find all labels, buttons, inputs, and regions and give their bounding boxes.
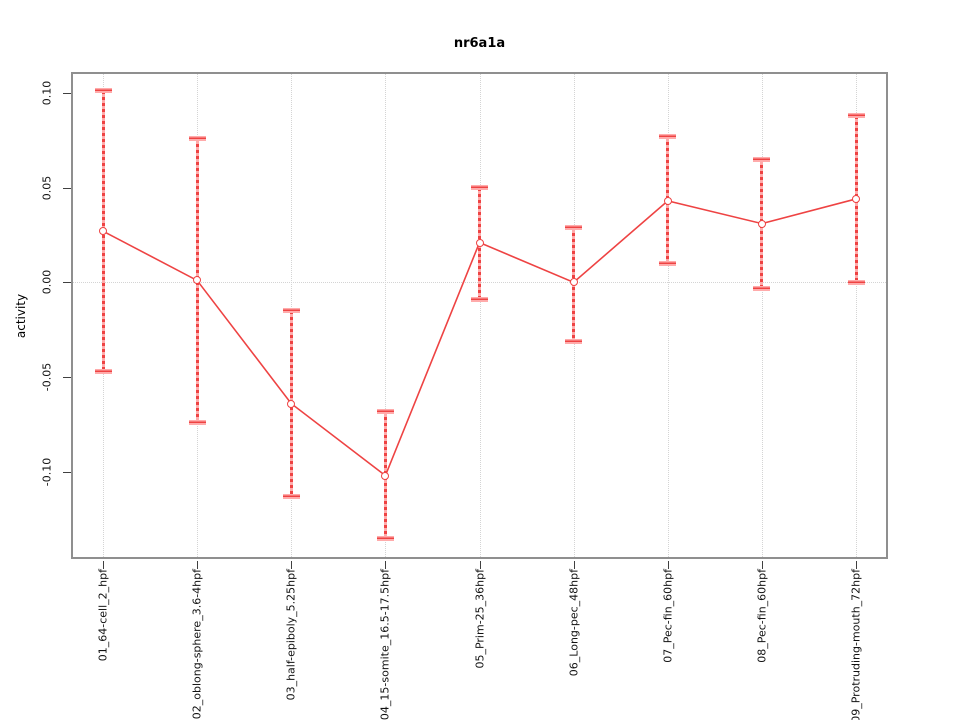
gridline-vertical [667,72,669,559]
data-point-marker [757,219,766,228]
x-tick-label: 08_Pec-fin_60hpf [755,569,769,663]
x-tick-label: 05_Prim-25_36hpf [473,569,486,669]
y-axis-tick [63,282,71,284]
x-axis-tick [385,561,387,569]
error-bar-cap-top [659,133,677,139]
gridline-vertical [856,72,857,559]
error-bar-cap-bottom [471,296,488,302]
y-tick-label: 0.05 [40,175,54,200]
error-bar-cap-top [376,408,394,414]
y-tick-label: 0.00 [40,270,54,295]
x-tick-label: 07_Pec-fin_60hpf [661,569,675,663]
chart-title: nr6a1a [453,36,506,51]
x-axis-tick [667,561,669,569]
y-axis-title: activity [14,293,28,339]
error-bar-cap-top [94,88,112,94]
error-bar-cap-top [847,113,865,119]
gridline-vertical [385,72,387,559]
plot-box-border [71,72,888,559]
data-point-marker [193,276,202,285]
error-bar-cap-top [282,308,300,314]
x-tick-label: 04_15-somite_16.5-17.5hpf [378,569,392,720]
x-axis-tick [856,561,857,569]
x-axis-tick [573,561,575,569]
error-bar-cap-top [471,185,488,191]
error-bar-cap-top [188,135,206,141]
error-bar-cap-top [753,156,771,162]
error-bar-cap-top [565,224,583,230]
x-tick-label: 01_64-cell_2_hpf [96,569,110,662]
error-bar-cap-bottom [94,368,112,374]
y-tick-label: -0.05 [40,362,54,392]
data-point-marker [287,399,296,408]
error-bar-cap-bottom [659,260,677,266]
x-tick-label: 03_half-epiboly_5.25hpf [284,569,298,701]
error-bar-cap-bottom [376,535,394,541]
error-bar-cap-bottom [565,338,583,344]
data-point-marker [569,278,578,287]
error-bar-cap-bottom [188,420,206,426]
x-axis-tick [103,561,104,569]
x-axis-tick [197,561,199,569]
x-tick-label: 02_oblong-sphere_3.6-4hpf [190,569,204,720]
data-point-marker [663,196,672,205]
y-tick-label: 0.10 [40,80,54,106]
data-point-marker [475,238,484,247]
y-tick-label: -0.10 [40,457,54,487]
x-axis-tick [291,561,293,569]
x-axis-tick [761,561,763,569]
data-point-marker [852,194,860,203]
y-axis-tick [63,471,71,473]
y-axis-tick [63,377,71,379]
gridline-vertical [761,72,763,559]
y-axis-tick [63,187,71,189]
x-tick-label: 09_Protruding-mouth_72hpf [849,569,863,720]
error-bar-cap-bottom [753,285,771,291]
error-bar-cap-bottom [282,493,300,499]
gridline-vertical [479,72,481,559]
y-axis-tick [63,92,71,94]
error-bar-cap-bottom [847,279,865,285]
data-point-marker [381,471,390,480]
x-tick-label: 06_Long-pec_48hpf [567,569,581,677]
x-axis-tick [479,561,481,569]
data-point-marker [99,227,107,236]
